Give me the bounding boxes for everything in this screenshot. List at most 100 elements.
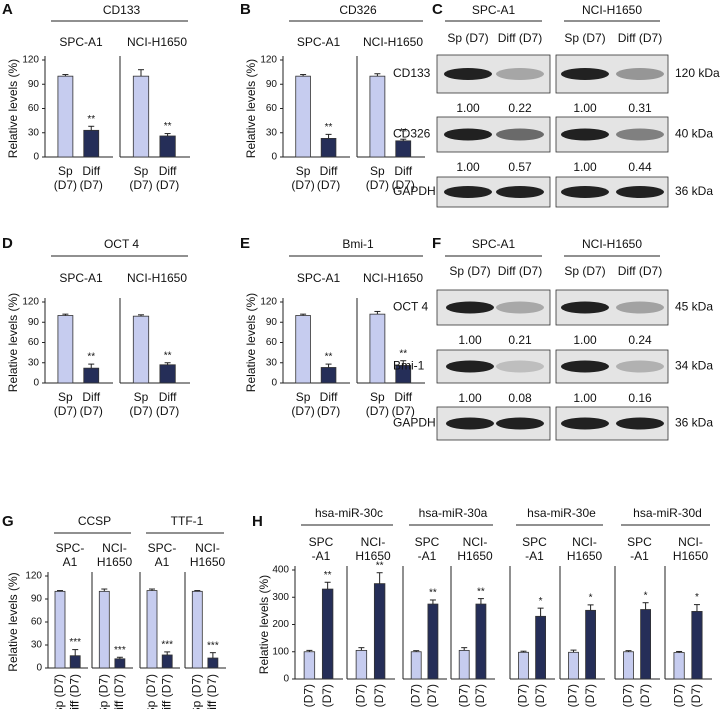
bar [369, 75, 386, 158]
y-tick-label: 0 [36, 663, 42, 674]
y-tick-label: 120 [22, 297, 39, 308]
y-tick-label: 200 [272, 619, 289, 630]
category-label: Sp (D7) [366, 390, 389, 418]
quant-label: 0.21 [508, 333, 532, 347]
y-tick-label: 0 [283, 674, 289, 685]
section-title: hsa-miR-30d [633, 506, 702, 520]
y-tick-label: 90 [266, 79, 278, 90]
bar [146, 590, 158, 669]
significance: ** [324, 570, 332, 581]
bar [427, 603, 439, 680]
group-label: SPC-A1 [415, 535, 440, 563]
section-title: OCT 4 [104, 237, 139, 251]
category-label: Diff (D7) [425, 684, 439, 709]
y-tick-label: 30 [28, 127, 40, 138]
bar [83, 129, 100, 158]
bar [114, 658, 126, 669]
category-label: Sp (D7) [54, 390, 77, 418]
bar [191, 590, 203, 669]
significance: ** [87, 114, 95, 125]
category-label: Diff (D7) [533, 684, 547, 709]
y-tick-label: 90 [31, 594, 43, 605]
y-tick-label: 90 [28, 317, 40, 328]
panel-letter: G [2, 513, 14, 530]
bar [57, 315, 74, 384]
group-label: NCI-H1650 [567, 535, 603, 563]
bar [98, 590, 110, 669]
y-tick-label: 0 [33, 152, 39, 163]
category-label: Diff (D7) [156, 164, 179, 192]
category-label: Sp (D7) [144, 674, 158, 709]
category-label: Diff (D7) [583, 684, 597, 709]
panel-letter: A [2, 1, 13, 18]
panel-letter: C [432, 1, 443, 18]
bar [585, 609, 596, 680]
bar [410, 651, 422, 680]
y-tick-label: 120 [260, 55, 277, 66]
significance: ** [399, 348, 407, 359]
category-label: Sp (D7) [96, 674, 110, 709]
bar [320, 367, 337, 384]
category-label: Diff (D7) [80, 164, 103, 192]
bar [369, 313, 386, 384]
significance: *** [161, 640, 173, 651]
group-label: NCI-H1650 [363, 35, 423, 49]
y-tick-label: 0 [271, 152, 277, 163]
band [444, 68, 492, 80]
section-title: CCSP [78, 514, 111, 528]
quant-label: 1.00 [573, 333, 597, 347]
category-label: Sp (D7) [354, 684, 368, 709]
row-label: GAPDH [393, 416, 436, 430]
blot-group-label: NCI-H1650 [582, 3, 642, 17]
band [444, 128, 492, 141]
category-label: Diff (D7) [80, 390, 103, 418]
category-label: Diff (D7) [317, 164, 340, 192]
group-label: SPC-A1 [522, 535, 547, 563]
bar [57, 75, 74, 158]
category-label: Diff (D7) [320, 684, 334, 709]
row-label: CD326 [393, 127, 431, 141]
significance: ** [325, 352, 333, 363]
significance: * [695, 592, 699, 603]
category-label: Diff (D7) [638, 684, 652, 709]
group-label: SPC-A1 [627, 535, 652, 563]
lane-label: Sp (D7) [447, 31, 488, 45]
bar [295, 315, 311, 384]
y-axis-label: Relative levels (%) [6, 293, 20, 392]
category-label: Sp (D7) [456, 684, 470, 709]
y-tick-label: 90 [266, 317, 278, 328]
category-label: Sp (D7) [129, 164, 152, 192]
band [496, 186, 544, 198]
group-label: NCI-H1650 [127, 271, 187, 285]
quant-label: 1.00 [573, 160, 597, 174]
group-label: NCI-H1650 [355, 535, 391, 563]
bar [161, 654, 173, 669]
y-tick-label: 30 [266, 127, 278, 138]
bar [518, 651, 529, 680]
group-label: NCI-H1650 [457, 535, 493, 563]
group-label: NCI-H1650 [190, 541, 226, 569]
significance: ** [164, 350, 172, 361]
y-tick-label: 30 [266, 357, 278, 368]
section-title: Bmi-1 [342, 237, 374, 251]
section-title: hsa-miR-30a [419, 506, 488, 520]
category-label: Sp (D7) [621, 684, 635, 709]
group-label: SPC-A1 [297, 35, 341, 49]
y-tick-label: 60 [28, 337, 40, 348]
y-tick-label: 100 [272, 646, 289, 657]
section-title: CD326 [339, 3, 377, 17]
bar [355, 649, 368, 680]
panel-letter: H [252, 513, 263, 530]
band [561, 186, 609, 198]
quant-label: 0.22 [508, 101, 532, 115]
category-label: Sp (D7) [566, 684, 580, 709]
bar [159, 135, 176, 158]
section-title: hsa-miR-30e [527, 506, 596, 520]
group-label: NCI-H1650 [97, 541, 133, 569]
bar [395, 140, 412, 158]
significance: ** [429, 588, 437, 599]
band [446, 301, 494, 314]
group-label: SPC-A1 [297, 271, 341, 285]
group-label: NCI-H1650 [673, 535, 709, 563]
significance: ** [87, 352, 95, 363]
